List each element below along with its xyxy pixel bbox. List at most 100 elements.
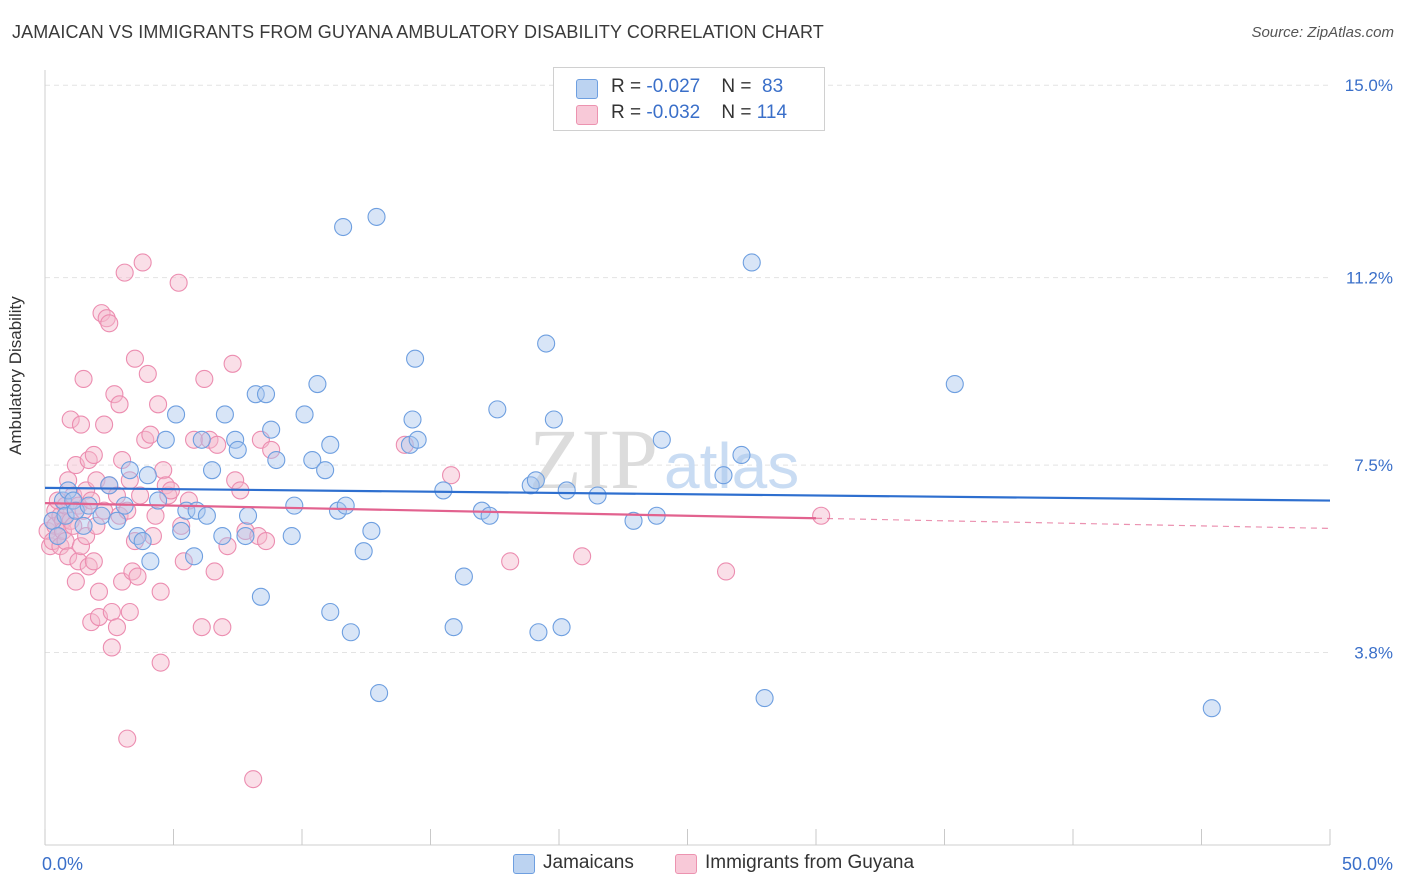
guyana-point (105, 385, 124, 404)
guyana-point (185, 430, 204, 449)
guyana-point (79, 450, 98, 470)
axes (44, 70, 1331, 846)
guyana-point (133, 253, 152, 272)
jamaican-point (1202, 699, 1221, 718)
guyana-point (256, 532, 276, 551)
jamaican-point (48, 526, 67, 546)
guyana-point (92, 304, 111, 323)
jamaican-point (120, 461, 139, 480)
jamaican-point (354, 542, 373, 561)
guyana-point (213, 618, 232, 637)
source-label: Source: ZipAtlas.com (1251, 24, 1394, 41)
jamaican-point (454, 567, 473, 586)
guyana-point (169, 273, 188, 292)
legend-r-value: -0.027 (646, 76, 701, 97)
y-tick-label: 7.5% (1354, 456, 1393, 475)
legend-n-label: N = (721, 102, 757, 123)
jamaican-point (732, 445, 751, 465)
guyana-point (138, 364, 157, 383)
guyana-point (208, 435, 227, 454)
jamaican-point (557, 481, 576, 500)
guyana-point (812, 506, 831, 525)
chart-title: JAMAICAN VS IMMIGRANTS FROM GUYANA AMBUL… (12, 22, 824, 42)
guyana-point (110, 395, 129, 414)
guyana-point (102, 602, 121, 622)
guyana-point (149, 395, 168, 414)
jamaican-point (246, 385, 265, 404)
guyana-point (123, 562, 142, 581)
guyana-point (218, 537, 237, 556)
jamaican-point (341, 623, 360, 642)
guyana-point (84, 445, 103, 465)
jamaican-point (167, 405, 186, 424)
legend-n-label: N = (721, 76, 757, 97)
jamaican-point (213, 526, 232, 546)
guyana-point (143, 526, 162, 546)
x-tick-label: 50.0% (1342, 854, 1393, 874)
guyana-point (61, 410, 80, 429)
guyana-point (159, 486, 178, 505)
guyana-point (125, 532, 144, 551)
guyana-point (154, 461, 173, 480)
legend-n-value: 114 (756, 102, 788, 123)
jamaican-point (285, 496, 304, 515)
y-tick-label: 11.2% (1346, 269, 1393, 288)
jamaican-point (138, 466, 157, 485)
watermark: ZIP atlas (529, 411, 799, 507)
bottom-legend-label: Jamaicans (543, 852, 634, 873)
jamaican-point (215, 405, 234, 424)
y-tick-label: 15.0% (1345, 76, 1393, 95)
guyana-point (151, 653, 170, 672)
guyana-point (501, 552, 520, 571)
jamaican-point (321, 435, 340, 454)
guyana-point (102, 638, 121, 657)
guyana-point (120, 602, 139, 622)
tick-labels: 3.8% 7.5% 11.2% 15.0% 0.0% 50.0% (42, 76, 1393, 874)
jamaican-point (742, 253, 761, 272)
guyana-point (174, 552, 193, 571)
guyana-point (136, 430, 155, 449)
jamaican-point (133, 532, 152, 551)
jamaican-point (406, 349, 425, 368)
guyana-point (118, 729, 137, 748)
jamaican-point (238, 506, 258, 525)
x-tick-label: 0.0% (42, 854, 83, 874)
jamaican-point (652, 430, 671, 449)
guyana-point (95, 415, 114, 434)
jamaican-point (624, 511, 643, 530)
jamaican-point (172, 521, 191, 540)
jamaican-point (92, 506, 111, 525)
guyana-point (107, 618, 127, 637)
guyana-point (89, 582, 109, 601)
guyana-point (128, 567, 147, 586)
jamaican-point (480, 506, 499, 525)
jamaican-point (141, 552, 160, 571)
legend-n-value: 83 (762, 76, 784, 97)
guyana-point (71, 415, 91, 434)
guyana-point (113, 450, 132, 470)
guyana-point (141, 425, 160, 444)
jamaican-point (526, 471, 545, 490)
jamaican-point (552, 618, 571, 637)
jamaican-point (544, 410, 563, 429)
stats-legend: R = -0.027 N = 83 R = -0.032 N = 114 (553, 67, 825, 131)
legend-swatch-blue (576, 79, 598, 99)
guyana-point (195, 369, 214, 389)
bottom-legend-swatch-blue (513, 854, 535, 874)
jamaican-point (308, 375, 327, 394)
jamaican-point (267, 450, 286, 470)
jamaican-point (282, 526, 301, 546)
guyana-point (71, 537, 91, 556)
jamaican-point (197, 506, 216, 525)
jamaican-point (321, 602, 340, 622)
jamaican-point (537, 334, 556, 353)
jamaican-point (203, 461, 222, 480)
jamaican-point (755, 689, 774, 708)
guyana-point (244, 770, 263, 789)
jamaican-point (295, 405, 314, 424)
jamaican-point (236, 526, 255, 546)
guyana-point (146, 506, 165, 525)
bottom-legend-swatch-pink (675, 854, 697, 874)
jamaican-point (945, 375, 964, 394)
legend-swatch-pink (576, 105, 598, 125)
